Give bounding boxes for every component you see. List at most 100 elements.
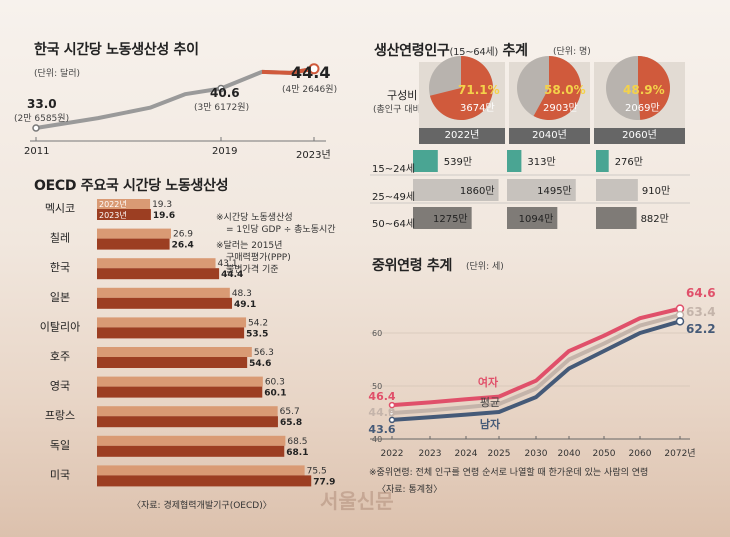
bar-2023 xyxy=(97,416,278,428)
bar-2023 xyxy=(97,445,285,457)
pie-slice xyxy=(429,56,494,120)
country-label: 프랑스 xyxy=(45,409,75,422)
note-line-3: ※달러는 2015년 xyxy=(216,241,283,251)
x-tick-label: 2023 xyxy=(419,449,442,459)
working-age-title: 생산연령인구(15~64세) 추계 xyxy=(374,40,528,60)
year-header-2060: 2060년 xyxy=(594,128,685,144)
bar-2022 xyxy=(97,258,216,269)
value-label-2022: 60.3 xyxy=(265,378,285,388)
start-point xyxy=(388,401,396,409)
start-point xyxy=(388,416,396,424)
bar-2022 xyxy=(97,317,247,328)
value-label-2022: 43.1 xyxy=(218,259,238,269)
age-group-50-64: 50~64세 xyxy=(372,219,416,230)
value-label-2023: 77.9 xyxy=(313,477,335,487)
value-label-2022: 48.3 xyxy=(232,289,252,299)
median-age-line xyxy=(391,313,681,416)
productivity-title: 한국 시간당 노동생산성 추이 xyxy=(34,42,199,58)
bar-2023 xyxy=(97,209,151,220)
bar-2023 xyxy=(97,386,263,398)
pie-count-2060: 2069만 xyxy=(625,103,660,114)
value-label-2023: 54.6 xyxy=(249,359,271,369)
value-label-2022: 75.5 xyxy=(307,466,327,476)
value-label-2023: 60.1 xyxy=(264,389,286,399)
population-value: 1275만 xyxy=(433,213,468,225)
population-bar xyxy=(507,150,522,172)
bar-2023 xyxy=(97,297,233,309)
working-age-unit: (단위: 명) xyxy=(553,47,591,57)
pie-pct-2040: 58.0% xyxy=(544,83,586,97)
x-tick-label: 2050 xyxy=(593,449,616,459)
value-label-2023: 44.4 xyxy=(221,270,243,280)
oecd-source: 〈자료: 경제협력개발기구(OECD)〉 xyxy=(132,501,272,511)
country-label: 일본 xyxy=(50,290,70,304)
end-value-label: 63.4 xyxy=(686,305,716,319)
composition-label: 구성비 xyxy=(387,89,418,102)
end-point xyxy=(675,317,685,326)
point-2019 xyxy=(217,84,225,93)
pie-count-2040: 2903만 xyxy=(543,103,578,114)
value-label-2022: 65.7 xyxy=(280,407,300,417)
bar-2022 xyxy=(97,376,263,387)
pie-slice xyxy=(638,56,670,120)
year-header-2022: 2022년 xyxy=(419,128,505,144)
bar-2023 xyxy=(97,268,220,280)
population-value: 1094만 xyxy=(519,213,554,225)
value-label-2023: 53.5 xyxy=(246,329,268,339)
x-tick-label: 2060 xyxy=(629,449,652,459)
population-value: 276만 xyxy=(615,156,643,168)
x-tick-label: 2030 xyxy=(525,449,548,459)
value-label-2022: 19.3 xyxy=(152,200,172,210)
population-bar xyxy=(596,150,609,172)
value-label-2023: 49.1 xyxy=(234,300,256,310)
population-bar xyxy=(507,179,576,201)
note-line-4: 구매력평가(PPP) xyxy=(226,253,291,263)
note-line-5: 불변가격 기준 xyxy=(226,265,279,275)
population-bar xyxy=(413,207,472,229)
bar-2022 xyxy=(97,435,286,446)
age-group-25-49: 25~49세 xyxy=(372,192,416,203)
median-age-line xyxy=(391,319,681,422)
value-label-2022: 56.3 xyxy=(254,348,274,358)
pie-slice xyxy=(533,56,581,121)
start-value-label: 43.6 xyxy=(368,423,395,436)
population-value: 539만 xyxy=(444,156,472,168)
population-bar xyxy=(413,150,438,172)
value-label-2022: 26.9 xyxy=(173,230,193,240)
value-label-2022: 54.2 xyxy=(248,318,268,328)
median-age-title: 중위연령 추계 xyxy=(372,258,453,274)
krw-label-2019: (3만 6172원) xyxy=(194,103,250,113)
note-line-2: = 1인당 GDP ÷ 총노동시간 xyxy=(226,225,336,235)
pie-pct-2022: 71.1% xyxy=(458,83,500,97)
working-age-title-main: 생산연령인구 xyxy=(374,43,450,59)
value-label-2019: 40.6 xyxy=(210,86,240,100)
value-label-2023: 19.6 xyxy=(153,211,175,221)
bar-2022 xyxy=(97,287,230,298)
median-age-line xyxy=(391,306,681,408)
x-tick-label: 2024 xyxy=(455,449,478,459)
start-value-label: 44.9 xyxy=(368,406,395,419)
series-label-male: 남자 xyxy=(480,417,501,431)
country-label: 영국 xyxy=(50,380,70,393)
bar-2023 xyxy=(97,357,248,368)
point-2011 xyxy=(32,124,40,132)
legend-2023: 2023년 xyxy=(99,210,127,220)
x-tick-label: 2072년 xyxy=(664,448,695,459)
population-value: 313만 xyxy=(527,156,555,168)
population-value: 1495만 xyxy=(537,185,572,197)
pie-count-2022: 3674만 xyxy=(460,103,495,114)
x-label-2019: 2019 xyxy=(212,146,238,157)
pie-pct-2060: 48.9% xyxy=(623,83,665,97)
composition-sub: (총인구 대비) xyxy=(373,105,425,115)
krw-label-2023: (4만 2646원) xyxy=(282,85,338,95)
population-bar xyxy=(413,179,499,201)
country-label: 한국 xyxy=(50,261,70,274)
series-label-female: 여자 xyxy=(478,375,499,389)
country-label: 독일 xyxy=(50,438,70,452)
population-bar xyxy=(507,207,558,229)
y-tick-label: 60 xyxy=(372,329,382,338)
